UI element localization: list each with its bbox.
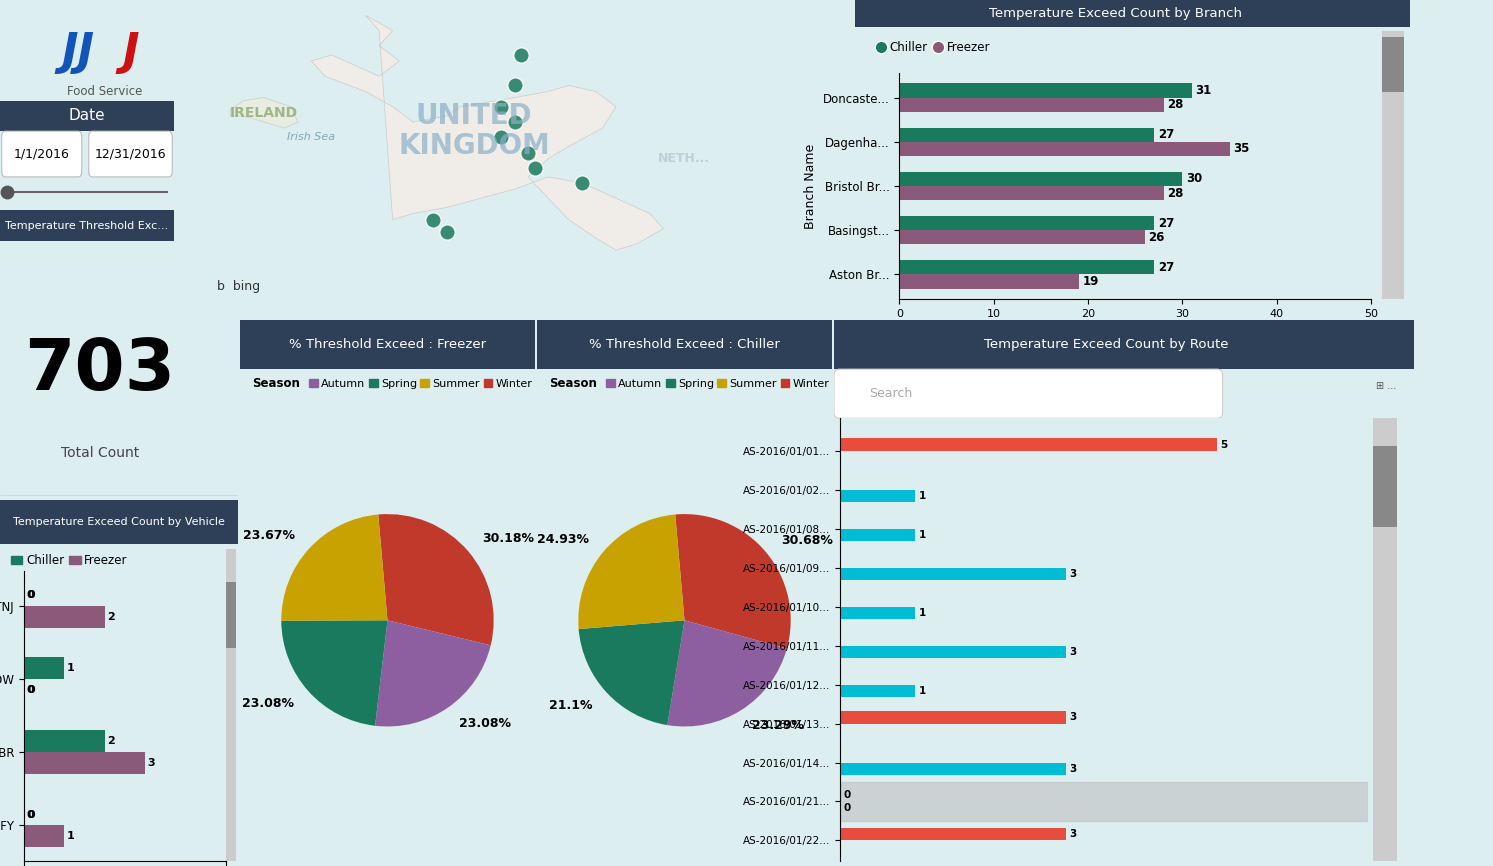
- Bar: [225, 549, 236, 861]
- Bar: [0, 100, 175, 131]
- Text: Temperature Exceed Count by Vehicle: Temperature Exceed Count by Vehicle: [13, 517, 225, 527]
- Bar: [855, 0, 1409, 28]
- Text: KINGDOM: KINGDOM: [399, 132, 549, 160]
- Bar: [1374, 418, 1396, 861]
- Text: % Threshold Exceed : Chiller: % Threshold Exceed : Chiller: [590, 338, 779, 351]
- Text: Temperature Exceed Count by Branch: Temperature Exceed Count by Branch: [990, 7, 1242, 20]
- Text: Temperature Threshold Exc...: Temperature Threshold Exc...: [6, 221, 169, 230]
- Bar: [0, 501, 237, 544]
- Text: Season: Season: [252, 378, 300, 391]
- Text: JJ: JJ: [61, 30, 94, 74]
- Bar: [1383, 36, 1405, 92]
- Bar: [537, 320, 832, 369]
- Text: 703: 703: [24, 336, 176, 405]
- Text: UNITED: UNITED: [415, 102, 532, 130]
- Text: 12/31/2016: 12/31/2016: [94, 147, 166, 160]
- Text: Date: Date: [69, 108, 106, 123]
- Text: 1/1/2016: 1/1/2016: [13, 147, 70, 160]
- Text: b  bing: b bing: [216, 280, 260, 293]
- Legend: Autumn, Spring, Summer, Winter: Autumn, Spring, Summer, Winter: [602, 375, 835, 393]
- Bar: [0, 210, 175, 241]
- Text: Temperature Exceed Count by Route: Temperature Exceed Count by Route: [984, 338, 1229, 351]
- Bar: [225, 582, 236, 648]
- Text: Food Service: Food Service: [67, 86, 142, 99]
- Polygon shape: [312, 16, 663, 250]
- Bar: [240, 320, 534, 369]
- Bar: [1374, 446, 1396, 527]
- Text: Search: Search: [869, 387, 912, 400]
- Text: ⊞ ...: ⊞ ...: [1377, 380, 1396, 391]
- Text: Total Count: Total Count: [61, 446, 139, 460]
- FancyBboxPatch shape: [1, 131, 82, 177]
- FancyBboxPatch shape: [88, 131, 172, 177]
- Legend: Chiller, Freezer: Chiller, Freezer: [6, 550, 133, 572]
- Text: Irish Sea: Irish Sea: [287, 132, 336, 142]
- FancyBboxPatch shape: [835, 369, 1223, 418]
- Text: NETH...: NETH...: [658, 152, 709, 165]
- Bar: [835, 320, 1414, 369]
- Legend: Autumn, Spring, Summer, Winter: Autumn, Spring, Summer, Winter: [305, 375, 537, 393]
- Polygon shape: [230, 98, 299, 128]
- Text: % Threshold Exceed : Freezer: % Threshold Exceed : Freezer: [290, 338, 487, 351]
- Bar: [1383, 30, 1405, 299]
- Text: Season: Season: [549, 378, 597, 391]
- Text: IRELAND: IRELAND: [230, 106, 299, 120]
- Text: J: J: [122, 30, 139, 74]
- Legend: Chiller, Freezer: Chiller, Freezer: [872, 36, 994, 59]
